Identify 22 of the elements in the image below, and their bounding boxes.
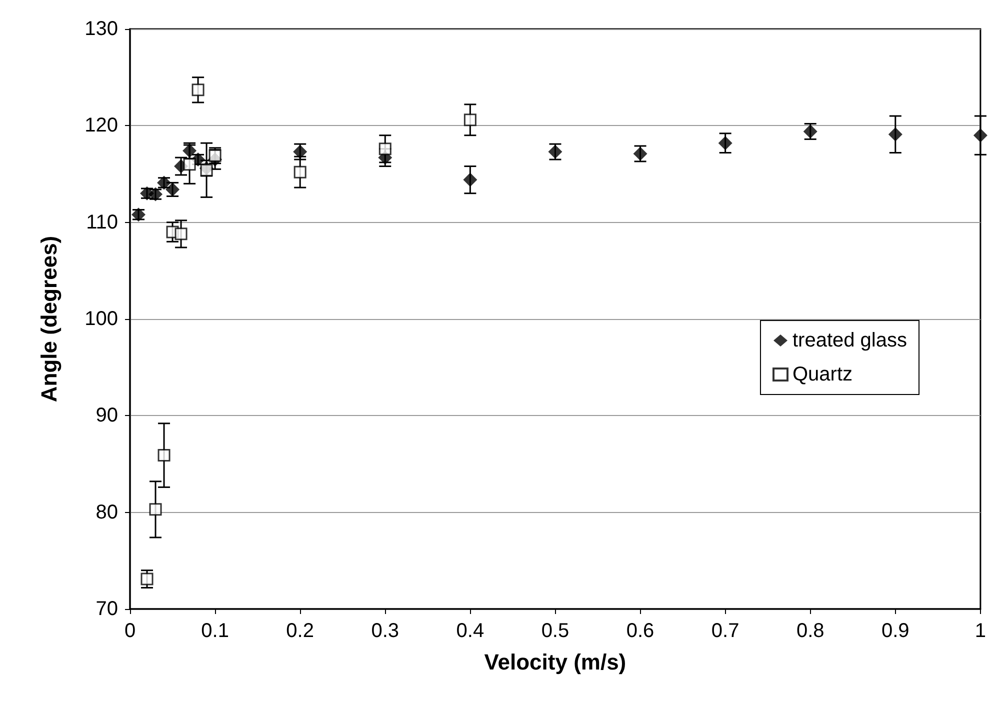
x-tick-label: 0.7	[711, 620, 740, 642]
x-tick-label: 0.4	[456, 620, 484, 642]
legend-label: treated glass	[792, 330, 908, 352]
x-tick-label: 0.9	[881, 620, 910, 642]
x-tick-label: 0.3	[371, 620, 400, 642]
y-tick-label: 90	[96, 404, 118, 427]
y-tick-label: 100	[84, 308, 118, 330]
y-tick-label: 80	[96, 501, 118, 524]
y-tick-label: 70	[96, 598, 118, 620]
y-tick-label: 120	[84, 114, 118, 137]
y-tick-label: 130	[84, 18, 118, 40]
x-tick-label: 0.5	[541, 620, 570, 642]
y-axis-title: Angle (degrees)	[36, 236, 62, 402]
x-tick-label: 1	[974, 620, 986, 642]
x-tick-label: 0	[124, 620, 136, 642]
x-tick-label: 0.2	[286, 620, 314, 642]
x-tick-label: 0.8	[796, 620, 824, 642]
x-tick-label: 0.1	[201, 620, 229, 642]
y-tick-label: 110	[86, 211, 118, 234]
legend-label: Quartz	[792, 364, 853, 386]
x-axis-title: Velocity (m/s)	[484, 650, 626, 674]
x-tick-label: 0.6	[626, 620, 654, 642]
